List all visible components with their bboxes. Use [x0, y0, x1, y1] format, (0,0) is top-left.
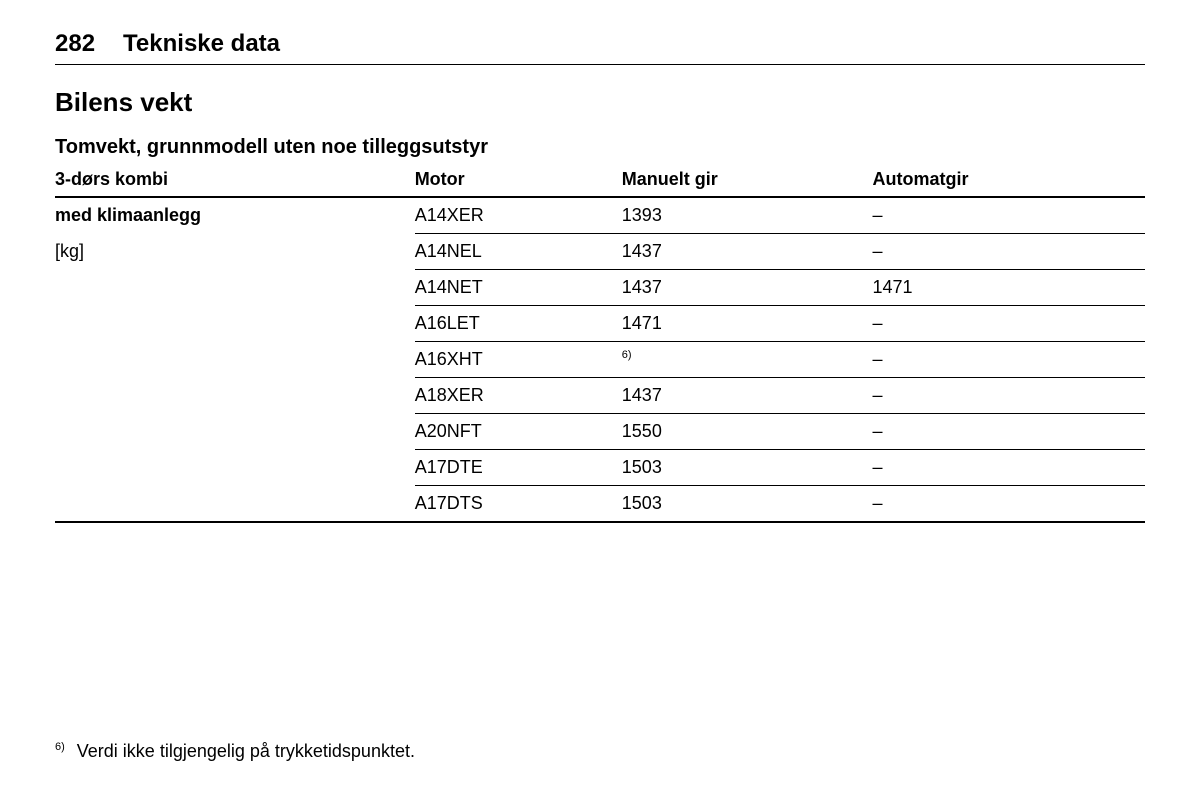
- footnote-text: Verdi ikke tilgjengelig på trykketidspun…: [77, 741, 415, 762]
- table-row: [kg]A14NEL1437–: [55, 234, 1145, 270]
- section-title: Tekniske data: [123, 30, 280, 58]
- header-rule: [55, 64, 1145, 65]
- row-description: [55, 486, 415, 523]
- table-row: A20NFT1550–: [55, 414, 1145, 450]
- main-heading: Bilens vekt: [55, 87, 1145, 118]
- row-description: [55, 270, 415, 306]
- cell-motor: A17DTS: [415, 486, 622, 523]
- cell-auto: –: [872, 197, 1145, 234]
- cell-auto: –: [872, 486, 1145, 523]
- cell-motor: A18XER: [415, 378, 622, 414]
- footnote-number: 6): [55, 741, 65, 753]
- cell-motor: A16LET: [415, 306, 622, 342]
- cell-auto: –: [872, 450, 1145, 486]
- cell-manual: 1471: [622, 306, 873, 342]
- cell-motor: A17DTE: [415, 450, 622, 486]
- table-row: med klimaanleggA14XER1393–: [55, 197, 1145, 234]
- footnote: 6) Verdi ikke tilgjengelig på trykketids…: [55, 741, 415, 762]
- cell-motor: A20NFT: [415, 414, 622, 450]
- row-description: [55, 450, 415, 486]
- row-description: [kg]: [55, 234, 415, 270]
- row-description: [55, 414, 415, 450]
- table-row: A17DTE1503–: [55, 450, 1145, 486]
- table-header-row: 3-dørs kombi Motor Manuelt gir Automatgi…: [55, 165, 1145, 197]
- cell-motor: A16XHT: [415, 342, 622, 378]
- row-description: [55, 378, 415, 414]
- table-row: A18XER1437–: [55, 378, 1145, 414]
- row-description: [55, 306, 415, 342]
- cell-auto: –: [872, 378, 1145, 414]
- col-header-description: 3-dørs kombi: [55, 165, 415, 197]
- cell-manual: 1393: [622, 197, 873, 234]
- cell-motor: A14NET: [415, 270, 622, 306]
- cell-manual: 1437: [622, 234, 873, 270]
- page-number: 282: [55, 30, 95, 58]
- footnote-ref: 6): [622, 349, 632, 361]
- cell-manual: 1550: [622, 414, 873, 450]
- table-row: A16XHT6) –: [55, 342, 1145, 378]
- table-row: A17DTS1503–: [55, 486, 1145, 523]
- row-description: med klimaanlegg: [55, 197, 415, 234]
- col-header-manual: Manuelt gir: [622, 165, 873, 197]
- sub-heading: Tomvekt, grunnmodell uten noe tilleggsut…: [55, 136, 1145, 159]
- cell-manual: 1503: [622, 486, 873, 523]
- col-header-auto: Automatgir: [872, 165, 1145, 197]
- cell-manual: 6): [622, 342, 873, 378]
- cell-auto: –: [872, 414, 1145, 450]
- row-description: [55, 342, 415, 378]
- weight-table: 3-dørs kombi Motor Manuelt gir Automatgi…: [55, 165, 1145, 523]
- table-row: A14NET14371471: [55, 270, 1145, 306]
- col-header-motor: Motor: [415, 165, 622, 197]
- cell-manual: 1437: [622, 270, 873, 306]
- cell-auto: 1471: [872, 270, 1145, 306]
- cell-auto: –: [872, 306, 1145, 342]
- cell-auto: –: [872, 234, 1145, 270]
- cell-auto: –: [872, 342, 1145, 378]
- cell-manual: 1503: [622, 450, 873, 486]
- table-row: A16LET1471–: [55, 306, 1145, 342]
- cell-motor: A14NEL: [415, 234, 622, 270]
- cell-manual: 1437: [622, 378, 873, 414]
- page-header: 282 Tekniske data: [55, 30, 1145, 58]
- cell-motor: A14XER: [415, 197, 622, 234]
